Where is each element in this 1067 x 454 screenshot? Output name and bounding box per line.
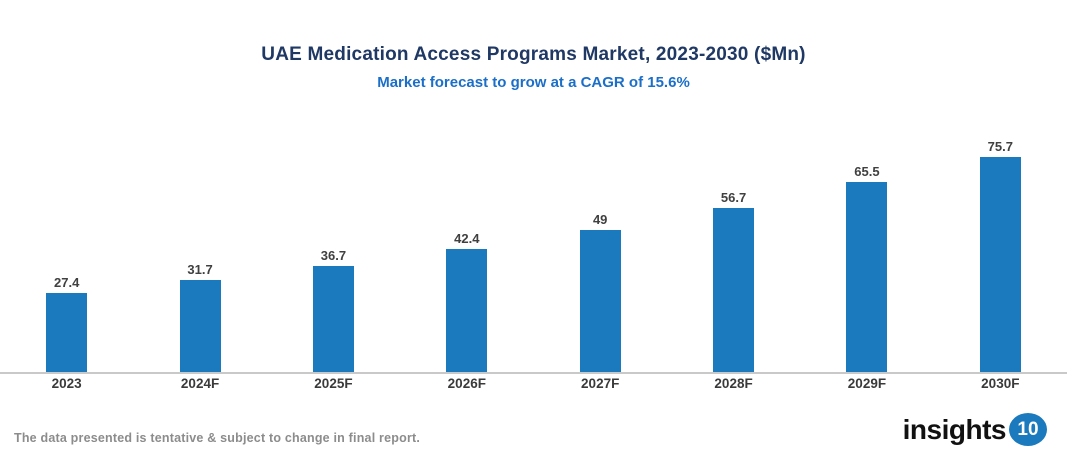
bar-column: 36.7 xyxy=(267,140,400,372)
x-axis-label: 2023 xyxy=(51,376,82,391)
bar-value-label: 42.4 xyxy=(454,231,480,247)
bar xyxy=(979,157,1021,372)
x-axis-label: 2024F xyxy=(180,376,220,391)
bar-value-label: 49 xyxy=(592,211,608,227)
x-axis: 2023 2024F 2025F 2026F 2027F 2028F 2029F 2030F xyxy=(0,376,1067,391)
bar-column: 75.7 xyxy=(934,140,1067,372)
bar xyxy=(579,229,621,372)
chart-subtitle: Market forecast to grow at a CAGR of 15.… xyxy=(377,74,690,91)
bar xyxy=(179,280,221,372)
logo-wordmark: insights xyxy=(902,413,1007,445)
x-axis-label: 2027F xyxy=(581,376,620,391)
bar xyxy=(846,182,888,372)
bar xyxy=(713,207,755,372)
bar-column: 31.7 xyxy=(133,140,266,372)
x-axis-label: 2025F xyxy=(314,376,353,391)
bar-column: 27.4 xyxy=(0,140,133,372)
footer-note: The data presented is tentative & subjec… xyxy=(14,431,421,445)
bar-value-label: 31.7 xyxy=(187,262,213,278)
x-axis-label: 2029F xyxy=(847,376,887,391)
logo-badge: 10 xyxy=(1009,413,1047,446)
x-axis-label: 2026F xyxy=(447,376,486,391)
plot-area: 27.4 31.7 36.7 42.4 49 56.7 65.5 75.7 xyxy=(0,140,1067,374)
bar-column: 56.7 xyxy=(667,140,800,372)
insights10-logo: insights 10 xyxy=(903,413,1047,446)
bar-value-label: 65.5 xyxy=(854,164,880,180)
bar xyxy=(446,249,488,372)
bar xyxy=(46,292,88,372)
bar-column: 49 xyxy=(534,140,667,372)
bar xyxy=(312,265,354,372)
bar-column: 65.5 xyxy=(800,140,933,372)
bar-value-label: 36.7 xyxy=(320,247,347,263)
x-axis-label: 2028F xyxy=(714,376,753,391)
bar-value-label: 56.7 xyxy=(720,189,747,205)
bar-column: 42.4 xyxy=(400,140,533,372)
bar-value-label: 75.7 xyxy=(987,139,1013,154)
bar-value-label: 27.4 xyxy=(54,274,80,290)
chart-title: UAE Medication Access Programs Market, 2… xyxy=(261,44,806,65)
x-axis-label: 2030F xyxy=(981,376,1020,391)
